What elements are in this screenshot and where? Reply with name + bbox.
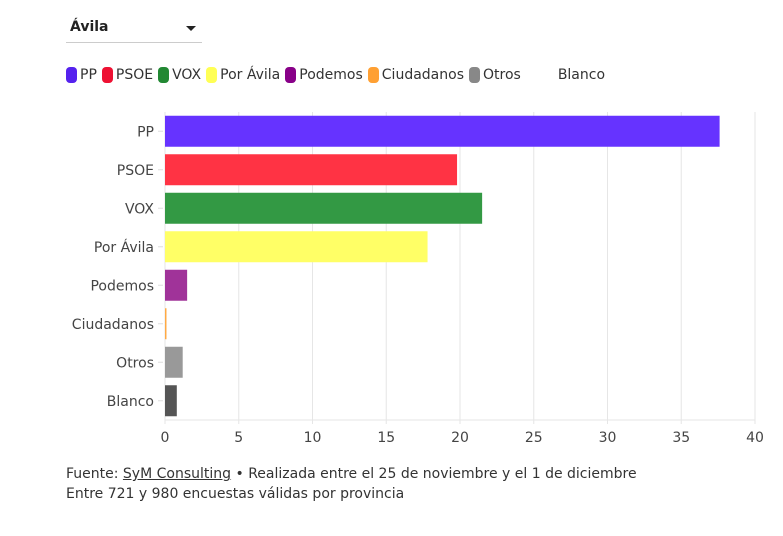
- y-tick-label: Ciudadanos: [72, 317, 154, 333]
- legend-item[interactable]: Otros: [468, 67, 521, 83]
- legend-label: PP: [80, 67, 97, 83]
- y-tick-label: VOX: [125, 201, 154, 217]
- x-tick-label: 10: [304, 430, 322, 446]
- chart-legend: PP PSOE VOX Por Ávila Podemos Ciudadanos Otros…: [66, 67, 610, 83]
- y-tick-label: Por Ávila: [94, 239, 154, 256]
- bar-chart: 0 5 10 15 20 25 30 35 40 PP PSOE VOX Por Ávila Podemo…: [72, 112, 764, 446]
- legend-label: Podemos: [299, 67, 363, 83]
- bar-otros: [165, 346, 183, 378]
- bar-por-ávila: [165, 231, 428, 263]
- source-prefix: Fuente:: [66, 466, 123, 482]
- x-tick-label: 20: [451, 430, 469, 446]
- bar-psoe: [165, 154, 458, 186]
- legend-swatch: [468, 67, 480, 83]
- province-select-value: Ávila: [70, 19, 109, 35]
- chart-footer: Fuente: SyM Consulting • Realizada entre…: [66, 464, 637, 504]
- x-tick-label: 15: [377, 430, 395, 446]
- legend-swatch: [101, 67, 113, 83]
- y-tick-label: Podemos: [90, 278, 154, 294]
- legend-item[interactable]: VOX: [158, 67, 201, 83]
- x-tick-label: 30: [599, 430, 617, 446]
- x-tick-label: 5: [234, 430, 243, 446]
- bar-ciudadanos: [165, 308, 167, 340]
- footer-note: Entre 721 y 980 encuestas válidas por pr…: [66, 486, 405, 502]
- x-tick-label: 25: [525, 430, 543, 446]
- x-tick-label: 0: [161, 430, 170, 446]
- legend-item[interactable]: Ciudadanos: [367, 67, 464, 83]
- y-tick-label: PSOE: [117, 163, 154, 179]
- legend-swatch: [285, 67, 297, 83]
- bar-vox: [165, 192, 483, 224]
- legend-item[interactable]: PSOE: [101, 67, 154, 83]
- legend-swatch: [543, 67, 555, 83]
- source-link[interactable]: SyM Consulting: [122, 466, 232, 482]
- bar-pp: [165, 115, 720, 147]
- legend-label: Otros: [482, 67, 521, 83]
- legend-swatch: [206, 67, 218, 83]
- legend-label: Blanco: [557, 67, 606, 83]
- legend-swatch: [367, 67, 379, 83]
- legend-label: Por Ávila: [220, 67, 281, 83]
- legend-label: PSOE: [115, 67, 154, 83]
- bar-blanco: [165, 385, 177, 417]
- x-tick-label: 40: [746, 430, 764, 446]
- legend-item[interactable]: Podemos: [285, 67, 363, 83]
- province-select[interactable]: Ávila: [66, 14, 202, 43]
- legend-item[interactable]: Blanco: [543, 67, 606, 83]
- legend-swatch: [158, 67, 170, 83]
- legend-label: Ciudadanos: [381, 67, 464, 83]
- y-tick-label: Otros: [116, 355, 154, 371]
- legend-swatch: [66, 67, 77, 83]
- source-suffix: • Realizada entre el 25 de noviembre y e…: [231, 466, 637, 482]
- legend-label: VOX: [172, 67, 202, 83]
- x-tick-label: 35: [672, 430, 690, 446]
- legend-item[interactable]: Por Ávila: [206, 67, 280, 83]
- bar-podemos: [165, 269, 188, 301]
- chevron-down-icon: [186, 26, 196, 31]
- y-tick-label: PP: [137, 124, 154, 140]
- legend-item[interactable]: PP: [66, 67, 97, 83]
- y-tick-label: Blanco: [107, 394, 154, 410]
